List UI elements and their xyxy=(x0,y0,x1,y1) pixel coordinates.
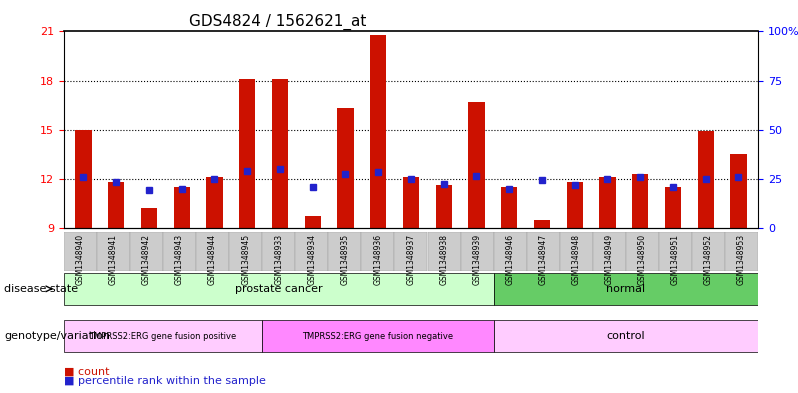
Bar xyxy=(173,187,190,228)
Bar xyxy=(626,232,659,271)
Text: TMPRSS2:ERG gene fusion positive: TMPRSS2:ERG gene fusion positive xyxy=(89,332,237,340)
Bar xyxy=(659,232,692,271)
Bar xyxy=(108,182,124,228)
Text: ■ count: ■ count xyxy=(64,366,109,376)
Bar xyxy=(665,187,681,228)
Bar xyxy=(599,177,615,228)
Bar xyxy=(163,232,196,271)
Text: GDS4824 / 1562621_at: GDS4824 / 1562621_at xyxy=(189,14,366,30)
Bar xyxy=(305,217,321,228)
Text: GSM1348953: GSM1348953 xyxy=(737,234,746,285)
Bar xyxy=(593,232,626,271)
Bar xyxy=(196,232,229,271)
Bar xyxy=(272,79,288,228)
Text: GSM1348951: GSM1348951 xyxy=(671,234,680,285)
Bar xyxy=(468,102,484,228)
Text: GSM1348946: GSM1348946 xyxy=(506,234,515,285)
Text: GSM1348936: GSM1348936 xyxy=(373,234,382,285)
Bar xyxy=(64,232,97,271)
Bar xyxy=(692,232,725,271)
Bar xyxy=(64,273,494,305)
Bar xyxy=(403,177,419,228)
Bar xyxy=(75,130,92,228)
Bar xyxy=(370,35,386,228)
Bar xyxy=(428,232,460,271)
Bar xyxy=(436,185,452,228)
Text: GSM1348948: GSM1348948 xyxy=(572,234,581,285)
Bar xyxy=(632,174,649,228)
Bar xyxy=(527,232,559,271)
Bar xyxy=(328,232,361,271)
Text: TMPRSS2:ERG gene fusion negative: TMPRSS2:ERG gene fusion negative xyxy=(302,332,453,340)
Bar xyxy=(394,232,428,271)
Bar xyxy=(559,232,593,271)
Text: prostate cancer: prostate cancer xyxy=(235,284,322,294)
Bar xyxy=(725,232,758,271)
Text: GSM1348947: GSM1348947 xyxy=(539,234,547,285)
Bar xyxy=(229,232,263,271)
Text: genotype/variation: genotype/variation xyxy=(4,331,110,341)
Text: GSM1348949: GSM1348949 xyxy=(605,234,614,285)
Bar xyxy=(730,154,747,228)
Bar xyxy=(140,208,157,228)
Text: GSM1348941: GSM1348941 xyxy=(109,234,118,285)
Text: GSM1348944: GSM1348944 xyxy=(208,234,217,285)
Text: ■ percentile rank within the sample: ■ percentile rank within the sample xyxy=(64,376,266,386)
Bar xyxy=(239,79,255,228)
Text: GSM1348952: GSM1348952 xyxy=(704,234,713,285)
Bar xyxy=(494,273,758,305)
Bar xyxy=(501,187,517,228)
Bar xyxy=(494,232,527,271)
Bar xyxy=(460,232,494,271)
Text: GSM1348938: GSM1348938 xyxy=(440,234,448,285)
Bar xyxy=(263,320,494,352)
Bar xyxy=(64,320,263,352)
Bar xyxy=(97,232,130,271)
Bar xyxy=(534,220,550,228)
Text: GSM1348934: GSM1348934 xyxy=(307,234,316,285)
Text: GSM1348942: GSM1348942 xyxy=(142,234,151,285)
Bar xyxy=(130,232,163,271)
Bar xyxy=(494,320,758,352)
Bar xyxy=(567,182,583,228)
Text: normal: normal xyxy=(606,284,646,294)
Text: GSM1348945: GSM1348945 xyxy=(241,234,250,285)
Text: GSM1348940: GSM1348940 xyxy=(76,234,85,285)
Text: GSM1348943: GSM1348943 xyxy=(175,234,184,285)
Text: GSM1348939: GSM1348939 xyxy=(472,234,481,285)
Bar xyxy=(697,131,714,228)
Bar xyxy=(207,177,223,228)
Text: GSM1348950: GSM1348950 xyxy=(638,234,647,285)
Bar xyxy=(338,108,354,228)
Text: GSM1348933: GSM1348933 xyxy=(275,234,283,285)
Bar xyxy=(295,232,328,271)
Bar xyxy=(263,232,295,271)
Bar xyxy=(361,232,394,271)
Text: GSM1348937: GSM1348937 xyxy=(406,234,416,285)
Text: disease state: disease state xyxy=(4,284,78,294)
Text: control: control xyxy=(606,331,645,341)
Text: GSM1348935: GSM1348935 xyxy=(341,234,350,285)
